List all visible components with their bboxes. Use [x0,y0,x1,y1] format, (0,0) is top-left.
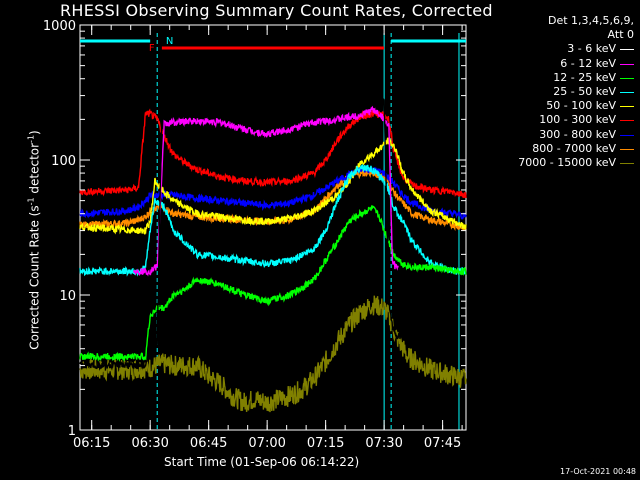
y-axis-label-sup-2: -1 [26,134,36,143]
attenuator-n-label: N [166,36,173,47]
legend-item: 50 - 100 keV [518,99,634,113]
legend-item: 100 - 300 keV [518,113,634,127]
x-tick-label: 06:30 [131,436,168,451]
legend-swatch [620,49,634,51]
y-tick-label: 10 [59,289,76,304]
y-axis-label-part-1: Corrected Count Rate (s [27,205,42,350]
y-axis-label-part-3: ) [27,130,42,135]
series-line-3-6-kev [79,96,409,371]
x-tick-label: 06:45 [190,436,227,451]
y-axis-label-sup-1: -1 [26,197,36,206]
legend-label: 25 - 50 keV [553,85,616,99]
y-tick-label: 1 [68,424,76,439]
series-line-7000-15000-kev [79,295,467,413]
legend-item: 6 - 12 keV [518,57,634,71]
legend-item: 300 - 800 keV [518,128,634,142]
legend: Det 1,3,4,5,6,9, Att 0 3 - 6 keV 6 - 12 k… [518,14,634,170]
legend-swatch [620,120,634,122]
legend-label: 800 - 7000 keV [532,141,616,155]
legend-swatch [620,148,634,150]
y-tick-label: 1000 [43,19,76,34]
x-tick-label: 07:15 [307,436,344,451]
legend-header-2: Att 0 [607,28,634,42]
legend-item: 800 - 7000 keV [518,142,634,156]
chart-title: RHESSI Observing Summary Count Rates, Co… [60,1,493,20]
y-axis-label: Corrected Count Rate (s-1 detector-1) [27,130,42,349]
x-axis-label: Start Time (01-Sep-06 06:14:22) [164,455,360,469]
legend-swatch [620,63,634,65]
legend-item: 3 - 6 keV [518,42,634,56]
legend-label: 3 - 6 keV [567,42,616,56]
legend-swatch [620,77,634,79]
series-line-50-100-kev [79,137,467,235]
legend-swatch [620,92,634,94]
legend-label: 300 - 800 keV [539,127,616,141]
legend-item: 25 - 50 keV [518,85,634,99]
legend-label: 7000 - 15000 keV [518,156,616,170]
x-tick-label: 07:00 [248,436,285,451]
legend-swatch [620,134,634,136]
legend-label: 6 - 12 keV [560,56,616,70]
legend-swatch [620,106,634,108]
series-line-100-300-kev [79,108,467,198]
legend-label: 100 - 300 keV [539,113,616,127]
legend-label: 12 - 25 keV [553,70,616,84]
series-line-12-25-kev [79,205,467,363]
y-axis-label-part-2: detector [27,142,42,198]
series-line-6-12-kev [133,105,399,277]
y-tick-label: 100 [51,154,76,169]
legend-swatch [620,163,634,165]
x-tick-label: 07:30 [365,436,402,451]
series-line-300-800-kev [79,165,467,220]
x-tick-label: 06:15 [73,436,110,451]
attenuator-f-label: F [149,43,155,54]
legend-header-1: Det 1,3,4,5,6,9, [547,14,634,27]
x-tick-label: 07:45 [424,436,461,451]
legend-item: 12 - 25 keV [518,71,634,85]
legend-item: 7000 - 15000 keV [518,156,634,170]
legend-label: 50 - 100 keV [546,99,616,113]
generated-timestamp: 17-Oct-2021 00:48 [560,467,636,476]
